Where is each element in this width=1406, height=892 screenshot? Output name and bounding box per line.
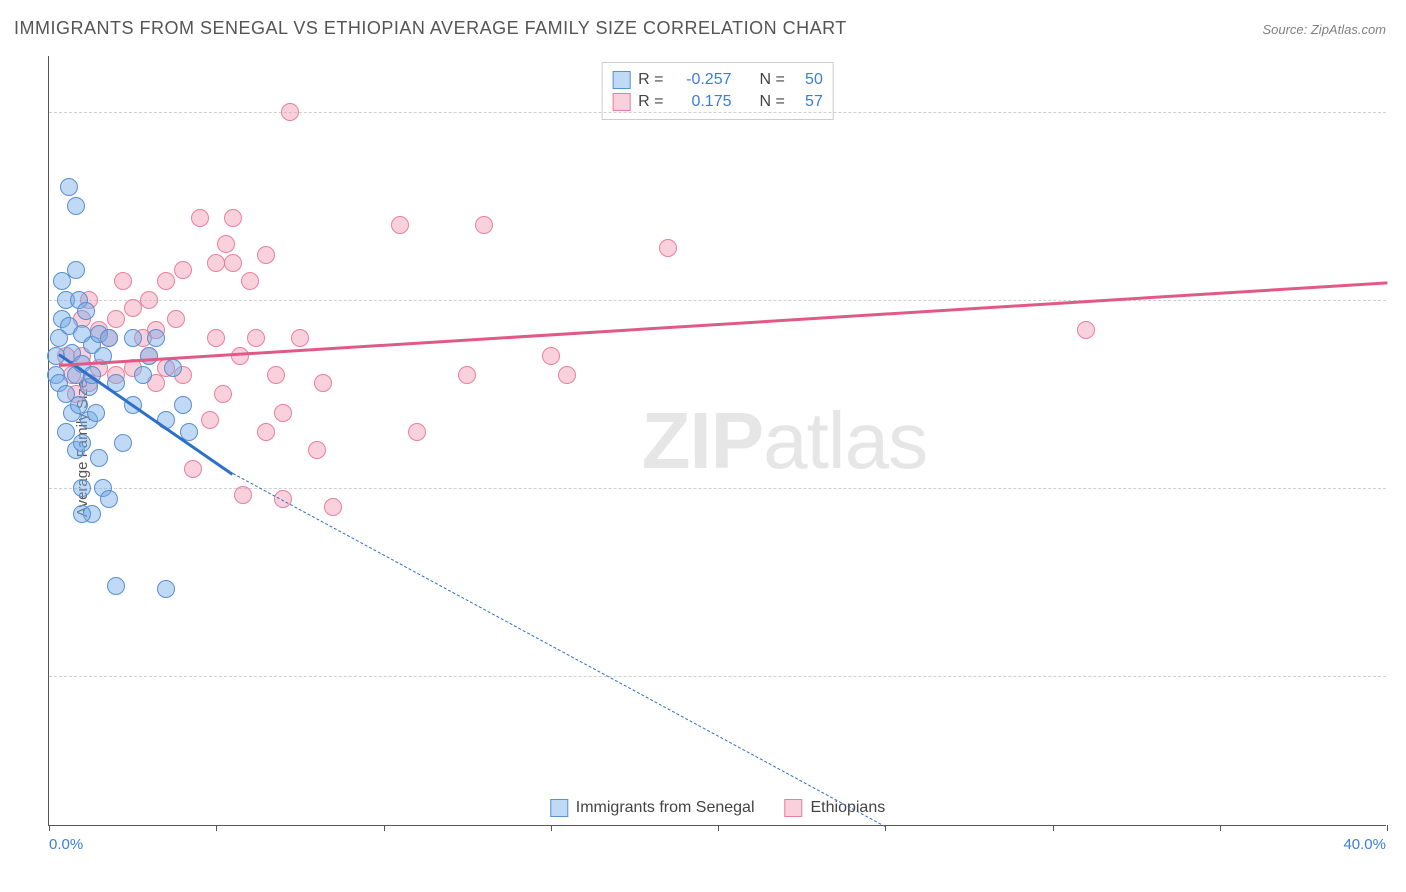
scatter-point-ethiopians	[324, 498, 342, 516]
gridline	[49, 112, 1386, 113]
scatter-point-ethiopians	[1077, 321, 1095, 339]
scatter-point-ethiopians	[224, 209, 242, 227]
scatter-point-ethiopians	[234, 486, 252, 504]
scatter-point-ethiopians	[217, 235, 235, 253]
scatter-point-ethiopians	[247, 329, 265, 347]
xtick	[551, 825, 552, 831]
scatter-point-ethiopians	[157, 272, 175, 290]
scatter-point-senegal	[174, 396, 192, 414]
scatter-point-senegal	[57, 423, 75, 441]
scatter-point-ethiopians	[191, 209, 209, 227]
scatter-point-senegal	[67, 261, 85, 279]
scatter-point-senegal	[147, 329, 165, 347]
xtick	[49, 825, 50, 831]
gridline	[49, 676, 1386, 677]
chart-title: IMMIGRANTS FROM SENEGAL VS ETHIOPIAN AVE…	[14, 18, 847, 39]
scatter-point-senegal	[77, 302, 95, 320]
stats-r-label: R =	[638, 69, 663, 91]
xtick	[1220, 825, 1221, 831]
scatter-point-ethiopians	[558, 366, 576, 384]
scatter-point-ethiopians	[281, 103, 299, 121]
scatter-point-ethiopians	[207, 329, 225, 347]
stats-n-label: N =	[760, 69, 785, 91]
scatter-point-senegal	[107, 577, 125, 595]
scatter-point-senegal	[124, 329, 142, 347]
legend-swatch-senegal	[550, 799, 568, 817]
legend-swatch-ethiopians	[785, 799, 803, 817]
xtick	[1053, 825, 1054, 831]
legend-label-ethiopians: Ethiopians	[811, 799, 886, 817]
stats-n-label: N =	[760, 91, 785, 113]
scatter-point-ethiopians	[201, 411, 219, 429]
scatter-point-senegal	[134, 366, 152, 384]
watermark-atlas: atlas	[763, 396, 927, 485]
scatter-point-senegal	[114, 434, 132, 452]
scatter-point-ethiopians	[408, 423, 426, 441]
scatter-point-senegal	[90, 449, 108, 467]
xtick-label: 40.0%	[1343, 836, 1386, 853]
scatter-point-senegal	[140, 347, 158, 365]
scatter-point-ethiopians	[140, 291, 158, 309]
stats-n-value-senegal: 50	[793, 69, 823, 91]
stats-box: R = -0.257 N = 50 R = 0.175 N = 57	[601, 62, 834, 120]
swatch-ethiopians	[612, 93, 630, 111]
scatter-point-senegal	[60, 178, 78, 196]
scatter-point-ethiopians	[114, 272, 132, 290]
stats-row-ethiopians: R = 0.175 N = 57	[612, 91, 823, 113]
scatter-point-senegal	[73, 434, 91, 452]
scatter-point-ethiopians	[184, 460, 202, 478]
scatter-point-senegal	[67, 197, 85, 215]
scatter-point-senegal	[157, 580, 175, 598]
xtick	[216, 825, 217, 831]
scatter-point-ethiopians	[291, 329, 309, 347]
scatter-point-ethiopians	[391, 216, 409, 234]
swatch-senegal	[612, 71, 630, 89]
gridline	[49, 300, 1386, 301]
scatter-point-ethiopians	[659, 239, 677, 257]
stats-r-value-senegal: -0.257	[672, 69, 732, 91]
legend-label-senegal: Immigrants from Senegal	[576, 799, 755, 817]
scatter-point-ethiopians	[314, 374, 332, 392]
scatter-point-senegal	[73, 505, 91, 523]
watermark: ZIPatlas	[642, 395, 927, 487]
scatter-point-senegal	[100, 490, 118, 508]
stats-r-value-ethiopians: 0.175	[672, 91, 732, 113]
scatter-point-ethiopians	[107, 310, 125, 328]
scatter-point-senegal	[73, 479, 91, 497]
scatter-point-ethiopians	[274, 404, 292, 422]
bottom-legend: Immigrants from Senegal Ethiopians	[542, 797, 893, 819]
scatter-point-ethiopians	[308, 441, 326, 459]
scatter-point-ethiopians	[257, 423, 275, 441]
scatter-point-ethiopians	[458, 366, 476, 384]
stats-r-label: R =	[638, 91, 663, 113]
xtick	[1387, 825, 1388, 831]
legend-item-ethiopians: Ethiopians	[785, 799, 886, 817]
scatter-point-ethiopians	[475, 216, 493, 234]
scatter-point-senegal	[87, 404, 105, 422]
scatter-point-ethiopians	[542, 347, 560, 365]
source-attribution: Source: ZipAtlas.com	[1262, 22, 1386, 37]
scatter-point-ethiopians	[257, 246, 275, 264]
trend-dash-senegal	[233, 473, 886, 827]
scatter-point-ethiopians	[207, 254, 225, 272]
plot-area: ZIPatlas R = -0.257 N = 50 R = 0.175 N =…	[48, 56, 1386, 826]
scatter-point-senegal	[100, 329, 118, 347]
scatter-point-ethiopians	[174, 261, 192, 279]
stats-row-senegal: R = -0.257 N = 50	[612, 69, 823, 91]
stats-n-value-ethiopians: 57	[793, 91, 823, 113]
scatter-point-senegal	[164, 359, 182, 377]
scatter-point-ethiopians	[224, 254, 242, 272]
trend-line-ethiopians	[59, 281, 1387, 366]
legend-item-senegal: Immigrants from Senegal	[550, 799, 755, 817]
scatter-point-ethiopians	[241, 272, 259, 290]
scatter-point-ethiopians	[167, 310, 185, 328]
scatter-point-ethiopians	[267, 366, 285, 384]
xtick	[384, 825, 385, 831]
scatter-point-ethiopians	[231, 347, 249, 365]
watermark-zip: ZIP	[642, 396, 763, 485]
xtick	[718, 825, 719, 831]
scatter-point-ethiopians	[214, 385, 232, 403]
scatter-point-ethiopians	[124, 299, 142, 317]
xtick-label: 0.0%	[49, 836, 83, 853]
